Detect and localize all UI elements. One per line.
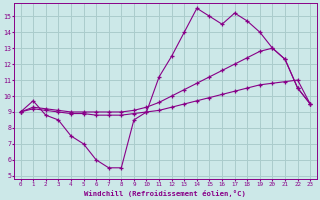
X-axis label: Windchill (Refroidissement éolien,°C): Windchill (Refroidissement éolien,°C) — [84, 190, 246, 197]
